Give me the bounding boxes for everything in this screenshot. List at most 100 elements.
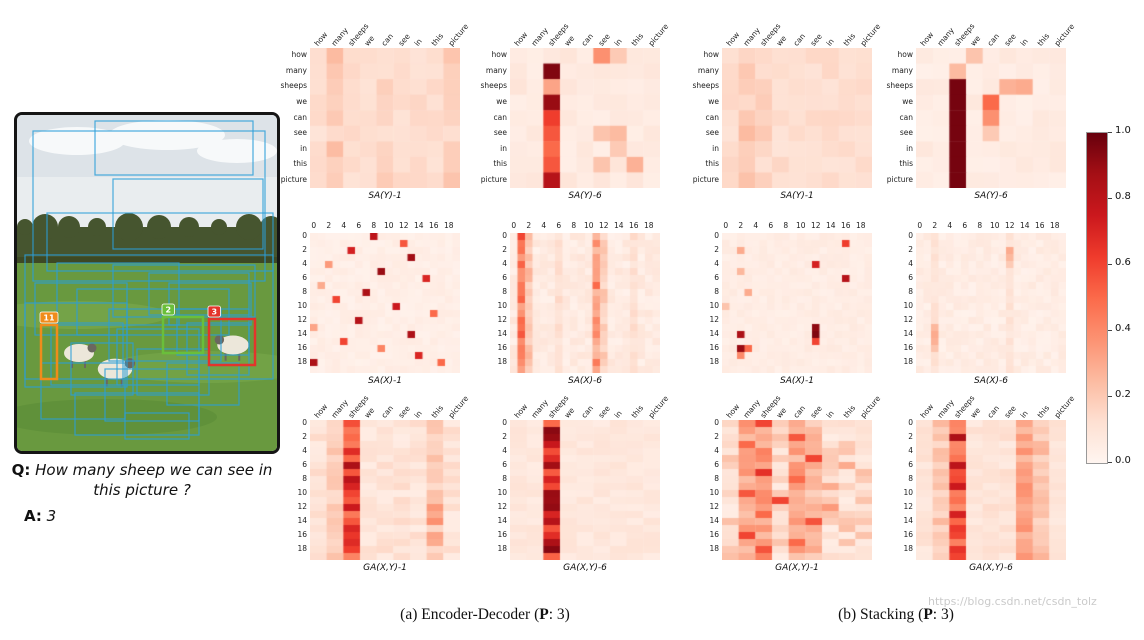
grass-patch	[17, 399, 217, 435]
heatmap-canvas	[722, 420, 872, 560]
axis-tick-label: 6	[502, 460, 507, 469]
heatmap-canvas	[510, 233, 660, 373]
detection-box	[112, 178, 264, 250]
axis-tick-label: 4	[947, 220, 953, 230]
axis-tick-label: we	[562, 405, 577, 420]
axis-tick-label: 16	[497, 343, 507, 352]
heatmap-canvas	[916, 233, 1066, 373]
axis-tick-label: 2	[502, 245, 507, 254]
detection-box	[124, 412, 190, 440]
axis-tick-label: 4	[502, 259, 507, 268]
heatmap-title: GA(X,Y)-6	[563, 563, 607, 573]
axis-tick-label: 10	[903, 488, 913, 497]
axis-tick-label: see	[395, 403, 412, 420]
axis-tick-label: in	[1018, 36, 1030, 48]
axis-tick-label: see	[1001, 403, 1018, 420]
axis-tick-label: how	[512, 29, 530, 48]
axis-tick-label: in	[412, 36, 424, 48]
axis-tick-label: 4	[502, 446, 507, 455]
question-line: Q: How many sheep we can see in this pic…	[8, 460, 276, 501]
axis-tick-label: picture	[280, 174, 307, 184]
axis-tick-label: 4	[302, 446, 307, 455]
axis-tick-label: 16	[297, 343, 307, 352]
axis-tick-label: 12	[1004, 220, 1015, 230]
axis-tick-label: 10	[709, 488, 719, 497]
cloud	[197, 139, 277, 163]
tree	[211, 219, 227, 235]
heatmap-a-SA(Y)-1: how many sheeps we can see in this picture how man…	[280, 21, 469, 201]
tree	[17, 219, 33, 235]
axis-tick-label: see	[493, 128, 507, 138]
axis-tick-label: this	[841, 31, 858, 48]
axis-tick-label: see	[595, 31, 612, 48]
axis-tick-label: many	[529, 25, 550, 48]
question-answer: Q: How many sheep we can see in this pic…	[8, 460, 276, 525]
colorbar-tick-label: 0.0	[1115, 455, 1131, 466]
heatmap-a-SA(Y)-6: how many sheeps we can see in this picture how man…	[480, 21, 669, 201]
heatmap-title: GA(X,Y)-6	[969, 563, 1013, 573]
colorbar-tick-mark	[1108, 395, 1112, 397]
axis-tick-label: 8	[908, 474, 913, 483]
axis-tick-label: how	[724, 29, 742, 48]
heatmap-b-SA(X)-1: 0 2 4 6 8 10 12 14 16 18 0 2 4 6 8 10 12 14 16 18 SA(X)-1	[709, 221, 872, 386]
axis-tick-label: many	[891, 65, 913, 75]
axis-tick-label: 16	[428, 220, 439, 230]
axis-tick-label: 0	[502, 418, 507, 427]
axis-tick-label: 12	[497, 502, 507, 511]
axis-tick-label: we	[362, 405, 377, 420]
axis-tick-label: this	[841, 403, 858, 420]
axis-tick-label: how	[918, 401, 936, 420]
axis-tick-label: 14	[497, 516, 507, 525]
axis-tick-label: 18	[1049, 220, 1060, 230]
axis-tick-label: 10	[583, 220, 594, 230]
axis-tick-label: 6	[714, 273, 719, 282]
tree	[179, 217, 199, 237]
axis-tick-label: can	[985, 403, 1001, 420]
box-label-text: 3	[211, 308, 217, 317]
detection-box	[148, 272, 250, 316]
axis-tick-label: 8	[783, 220, 789, 230]
heatmap-b-GA(X,Y)-1: 0 2 4 6 8 10 12 14 16 18 how many sheeps we can see in th…	[709, 393, 881, 573]
heatmap-b-SA(X)-6: 0 2 4 6 8 10 12 14 16 18 0 2 4 6 8 10 12 14 16 18 SA(X)-6	[903, 221, 1066, 386]
heatmap-b-SA(Y)-1: how many sheeps we can see in this picture how man…	[692, 21, 881, 201]
axis-tick-label: how	[291, 50, 307, 60]
heatmap-b-GA(X,Y)-6: 0 2 4 6 8 10 12 14 16 18 how many sheeps we can see in th…	[903, 393, 1075, 573]
axis-tick-label: 6	[714, 460, 719, 469]
axis-tick-label: 14	[497, 329, 507, 338]
box-label-tag	[39, 311, 59, 324]
axis-tick-label: 6	[768, 220, 774, 230]
axis-tick-label: see	[899, 128, 913, 138]
axis-tick-label: can	[379, 31, 395, 48]
axis-tick-label: 18	[643, 220, 654, 230]
axis-tick-label: 2	[738, 220, 744, 230]
axis-tick-label: 6	[302, 460, 307, 469]
axis-tick-label: picture	[857, 21, 882, 48]
tree-shadow	[17, 257, 277, 266]
axis-tick-label: 18	[855, 220, 866, 230]
axis-tick-label: in	[412, 408, 424, 420]
heatmap-title: GA(X,Y)-1	[775, 563, 819, 573]
axis-tick-label: sheeps	[692, 81, 719, 91]
axis-tick-label: 14	[413, 220, 424, 230]
axis-tick-label: 18	[297, 544, 307, 553]
box-label-tag	[161, 303, 175, 316]
answer-text: 3	[46, 506, 57, 525]
axis-tick-label: 12	[903, 502, 913, 511]
axis-tick-label: 0	[302, 418, 307, 427]
axis-tick-label: 18	[903, 357, 913, 366]
axis-tick-label: we	[708, 96, 719, 106]
axis-tick-label: 2	[932, 220, 938, 230]
colorbar-tick-mark	[1108, 131, 1112, 133]
axis-tick-label: 4	[541, 220, 547, 230]
axis-tick-label: many	[697, 65, 719, 75]
detection-box	[46, 212, 274, 272]
caption-b-p: P	[923, 606, 933, 623]
heatmap-title: SA(Y)-6	[974, 191, 1008, 201]
axis-tick-label: 14	[709, 516, 719, 525]
axis-tick-label: this	[293, 159, 307, 169]
axis-tick-label: 10	[497, 488, 507, 497]
axis-tick-label: 18	[709, 357, 719, 366]
axis-tick-label: 4	[714, 446, 719, 455]
axis-tick-label: 4	[753, 220, 759, 230]
tree	[236, 214, 262, 240]
